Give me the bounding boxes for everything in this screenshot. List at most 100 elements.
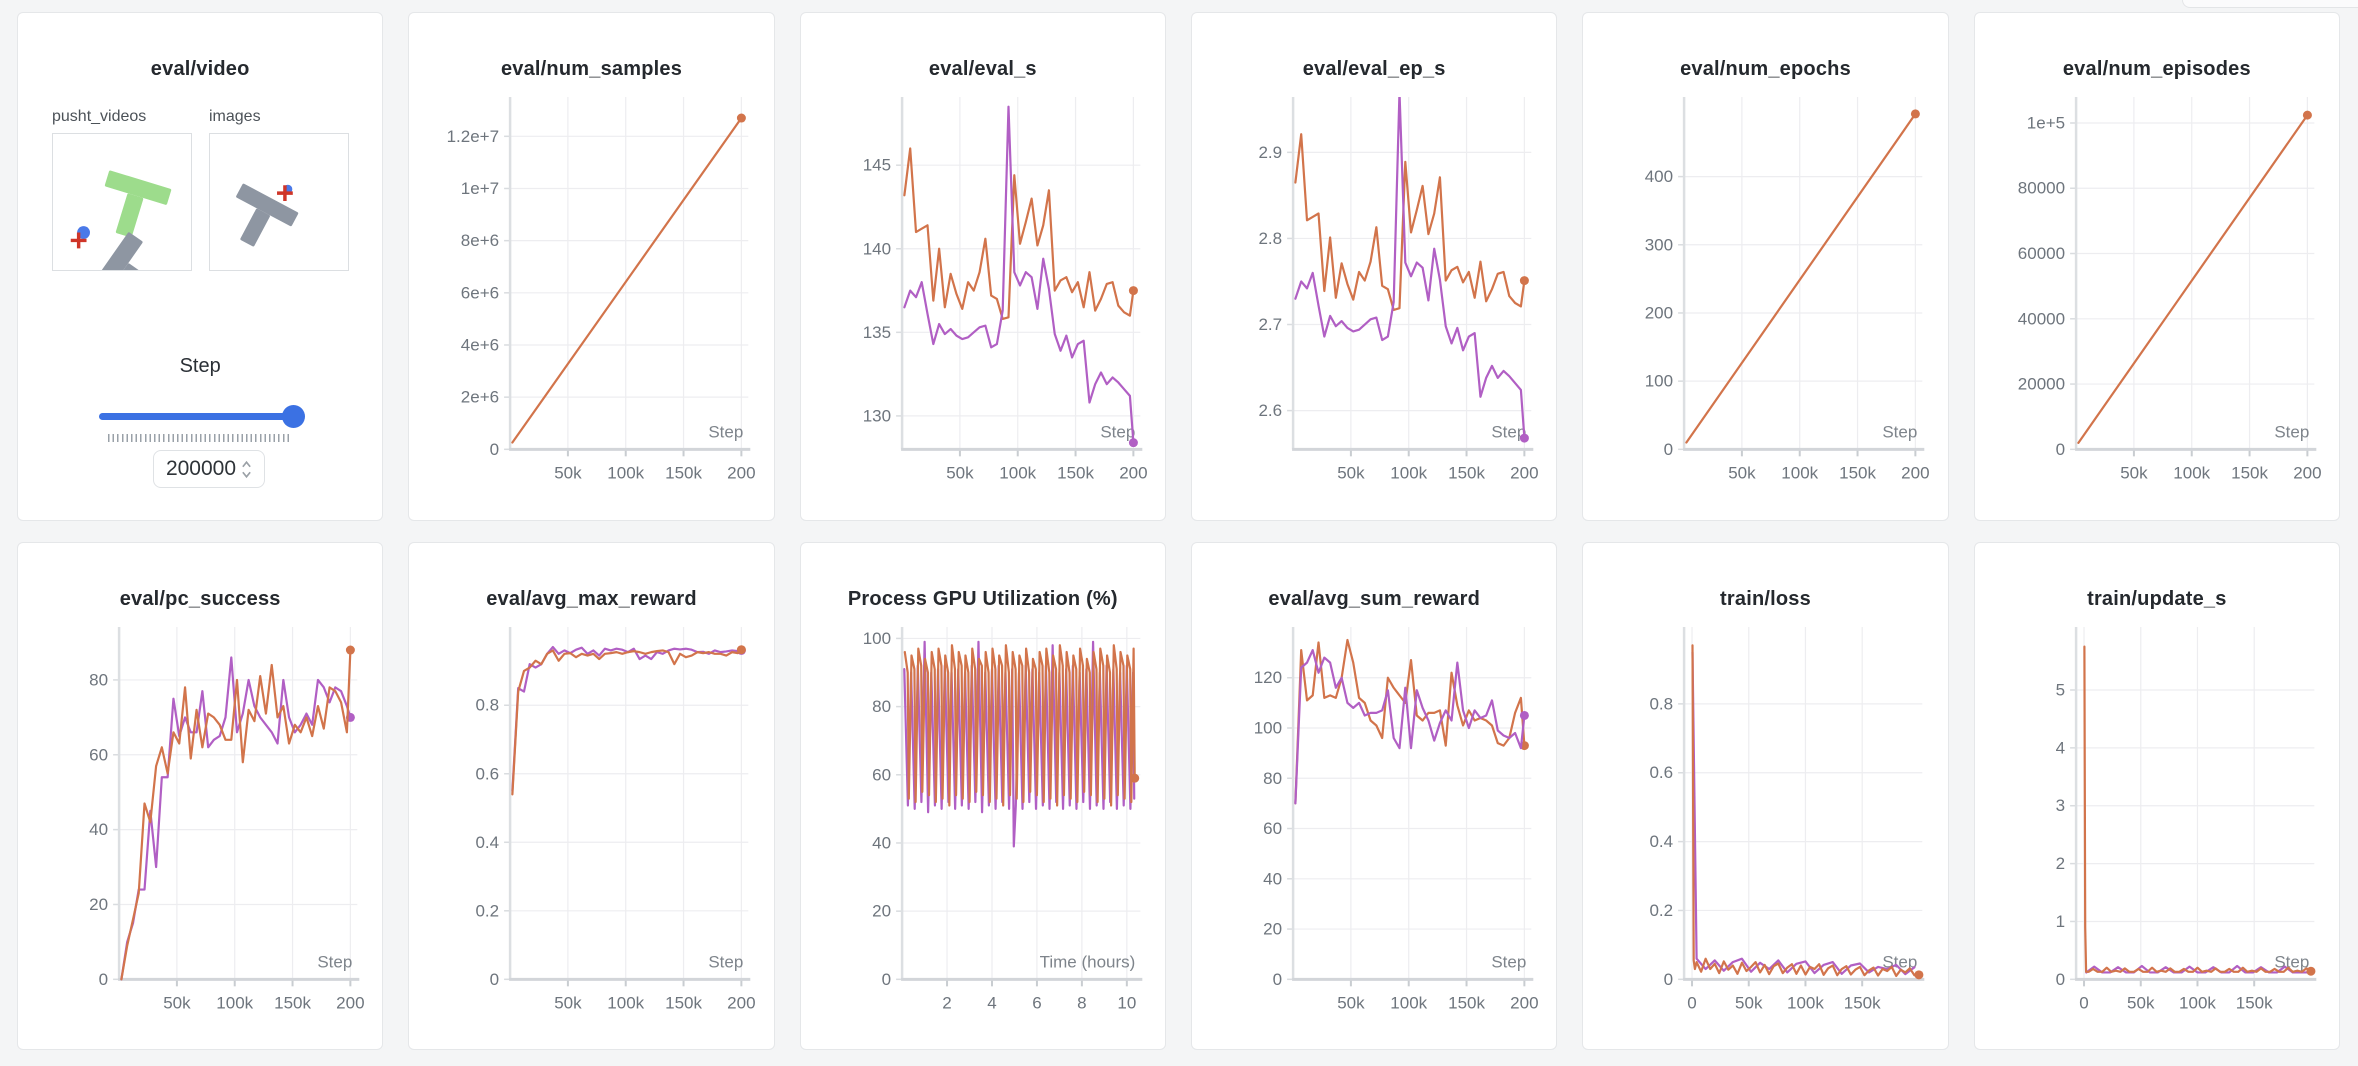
svg-text:100k: 100k — [999, 463, 1036, 482]
svg-text:0.8: 0.8 — [476, 695, 500, 714]
chevron-up-icon[interactable] — [241, 460, 252, 469]
svg-text:0: 0 — [490, 440, 499, 459]
chart-area: 0 20 40 60 80 100 2 4 6 8 10 Time (hours) — [801, 621, 1165, 1050]
series-orange-run — [2076, 114, 2309, 444]
svg-text:2.7: 2.7 — [1258, 315, 1282, 334]
media-label: pusht_videos — [52, 108, 147, 125]
svg-text:200: 200 — [1510, 463, 1538, 482]
svg-text:10: 10 — [1117, 993, 1136, 1012]
chart-canvas[interactable]: 0 20 40 60 80 100 120 50k 100k 150k 200 Step — [1192, 621, 1556, 1050]
svg-text:150k: 150k — [274, 993, 311, 1012]
panel-title: Process GPU Utilization (%) — [847, 587, 1118, 610]
svg-text:100k: 100k — [1787, 993, 1824, 1012]
svg-text:2: 2 — [942, 993, 951, 1012]
panel-title: eval/num_samples — [500, 58, 683, 80]
images-thumbnail[interactable] — [209, 133, 349, 271]
x-axis-label: Time (hours) — [1039, 952, 1135, 971]
chart-area: 2.6 2.7 2.8 2.9 50k 100k 150k 200 Step — [1192, 91, 1556, 520]
chart-area: 0 100 200 300 400 50k 100k 150k 200 Step — [1583, 91, 1947, 520]
svg-text:150k: 150k — [2235, 993, 2272, 1012]
step-value: 200000 — [165, 457, 237, 480]
panel-title: eval/video — [150, 58, 250, 80]
series-purple-run — [902, 105, 1135, 444]
panel-title: eval/num_episodes — [2062, 58, 2251, 80]
svg-text:80000: 80000 — [2017, 179, 2064, 198]
svg-text:1e+7: 1e+7 — [461, 179, 499, 198]
chevron-down-icon[interactable] — [241, 470, 252, 479]
series-orange-run — [1294, 638, 1526, 804]
svg-text:20: 20 — [1263, 919, 1282, 938]
svg-text:0.4: 0.4 — [1650, 832, 1674, 851]
svg-text:20: 20 — [89, 894, 108, 913]
svg-text:80: 80 — [872, 697, 891, 716]
pusht-scene-image — [236, 183, 299, 247]
chart-area: 0 1 2 3 4 5 0 50k 100k 150k Step — [1975, 621, 2339, 1050]
svg-text:60000: 60000 — [2017, 244, 2064, 263]
chart-canvas[interactable]: 0 2e+6 4e+6 6e+6 8e+6 1e+7 1.2e+7 50k 100k 150k 20… — [409, 91, 773, 520]
svg-text:40: 40 — [872, 833, 891, 852]
panel-eval-eval-ep-s: eval/eval_ep_s 2.6 2.7 2.8 2.9 50k 100k 150k 20… — [1191, 12, 1558, 521]
chart-canvas[interactable]: 0 0.2 0.4 0.6 0.8 50k 100k 150k 200 Step — [409, 621, 773, 1050]
svg-text:200: 200 — [1902, 463, 1930, 482]
series-end-dot — [2302, 110, 2312, 120]
step-slider[interactable] — [99, 405, 305, 429]
chart-area: 0 20 40 60 80 50k 100k 150k 200 Step — [18, 621, 382, 1050]
svg-text:40000: 40000 — [2017, 309, 2064, 328]
svg-text:8: 8 — [1077, 993, 1086, 1012]
panel-eval-pc-success: eval/pc_success 0 20 40 60 80 50k 100k 150k 200 S… — [17, 541, 384, 1050]
svg-text:100k: 100k — [1390, 463, 1427, 482]
svg-text:50k: 50k — [163, 993, 191, 1012]
panel-train-update-s: train/update_s 0 1 2 3 4 5 0 50k 100k 150k Step — [1973, 541, 2340, 1050]
svg-text:150k: 150k — [2231, 463, 2268, 482]
svg-text:50k: 50k — [1729, 463, 1757, 482]
chart-canvas[interactable]: 0 100 200 300 400 50k 100k 150k 200 Step — [1583, 91, 1947, 520]
panel-title: eval/avg_sum_reward — [1268, 587, 1481, 610]
chart-canvas[interactable]: 0 20 40 60 80 50k 100k 150k 200 Step — [18, 621, 382, 1050]
svg-text:200: 200 — [336, 993, 364, 1012]
svg-text:5: 5 — [2055, 680, 2064, 699]
svg-text:0.2: 0.2 — [476, 901, 500, 920]
x-axis-label: Step — [1491, 952, 1526, 971]
step-slider-ticks — [108, 434, 292, 442]
svg-text:150k: 150k — [1839, 463, 1876, 482]
panel-eval-eval-s: eval/eval_s 130 135 140 145 50k 100k 150k 200 St… — [799, 12, 1166, 521]
svg-text:100k: 100k — [1782, 463, 1819, 482]
svg-text:50k: 50k — [2127, 993, 2155, 1012]
step-slider-handle[interactable] — [282, 405, 305, 428]
svg-text:100k: 100k — [608, 993, 645, 1012]
svg-text:100k: 100k — [216, 993, 253, 1012]
svg-text:0: 0 — [2055, 440, 2064, 459]
x-axis-label: Step — [317, 952, 352, 971]
panel-gpu-utilization: Process GPU Utilization (%) 0 20 40 60 80 100… — [799, 541, 1166, 1050]
svg-text:8e+6: 8e+6 — [461, 231, 499, 250]
svg-text:120: 120 — [1254, 668, 1282, 687]
svg-text:135: 135 — [862, 323, 890, 342]
step-slider-track[interactable] — [99, 413, 301, 420]
svg-text:40: 40 — [89, 820, 108, 839]
svg-text:100k: 100k — [2179, 993, 2216, 1012]
svg-text:60: 60 — [89, 745, 108, 764]
series-orange-run — [1294, 133, 1526, 311]
pusht-video-thumbnail[interactable] — [52, 133, 192, 271]
svg-text:200: 200 — [1510, 993, 1538, 1012]
step-number-input[interactable]: 200000 — [153, 450, 265, 488]
chart-canvas[interactable]: 0 1 2 3 4 5 0 50k 100k 150k Step — [1975, 621, 2339, 1050]
chart-canvas[interactable]: 130 135 140 145 50k 100k 150k 200 Step — [801, 91, 1165, 520]
panel-eval-avg-sum-reward: eval/avg_sum_reward 0 20 40 60 80 100 120 50k 10… — [1191, 541, 1558, 1050]
svg-text:50k: 50k — [2120, 463, 2148, 482]
chart-canvas[interactable]: 0 20000 40000 60000 80000 1e+5 50k 100k 150k 200 S… — [1975, 91, 2339, 520]
panel-eval-num-epochs: eval/num_epochs 0 100 200 300 400 50k 100k 150k… — [1582, 12, 1949, 521]
chart-area: 130 135 140 145 50k 100k 150k 200 Step — [801, 91, 1165, 520]
svg-text:0.4: 0.4 — [476, 832, 500, 851]
svg-text:2e+6: 2e+6 — [461, 388, 499, 407]
svg-text:100: 100 — [862, 628, 890, 647]
svg-text:200: 200 — [1645, 303, 1673, 322]
series-end-dot — [737, 113, 747, 123]
series-orange-run — [2082, 645, 2312, 973]
svg-text:0: 0 — [1688, 993, 1697, 1012]
svg-text:0.6: 0.6 — [476, 764, 500, 783]
chart-canvas[interactable]: 0 20 40 60 80 100 2 4 6 8 10 Time (hours) — [801, 621, 1165, 1050]
svg-text:0.8: 0.8 — [1650, 694, 1674, 713]
chart-canvas[interactable]: 2.6 2.7 2.8 2.9 50k 100k 150k 200 Step — [1192, 91, 1556, 520]
